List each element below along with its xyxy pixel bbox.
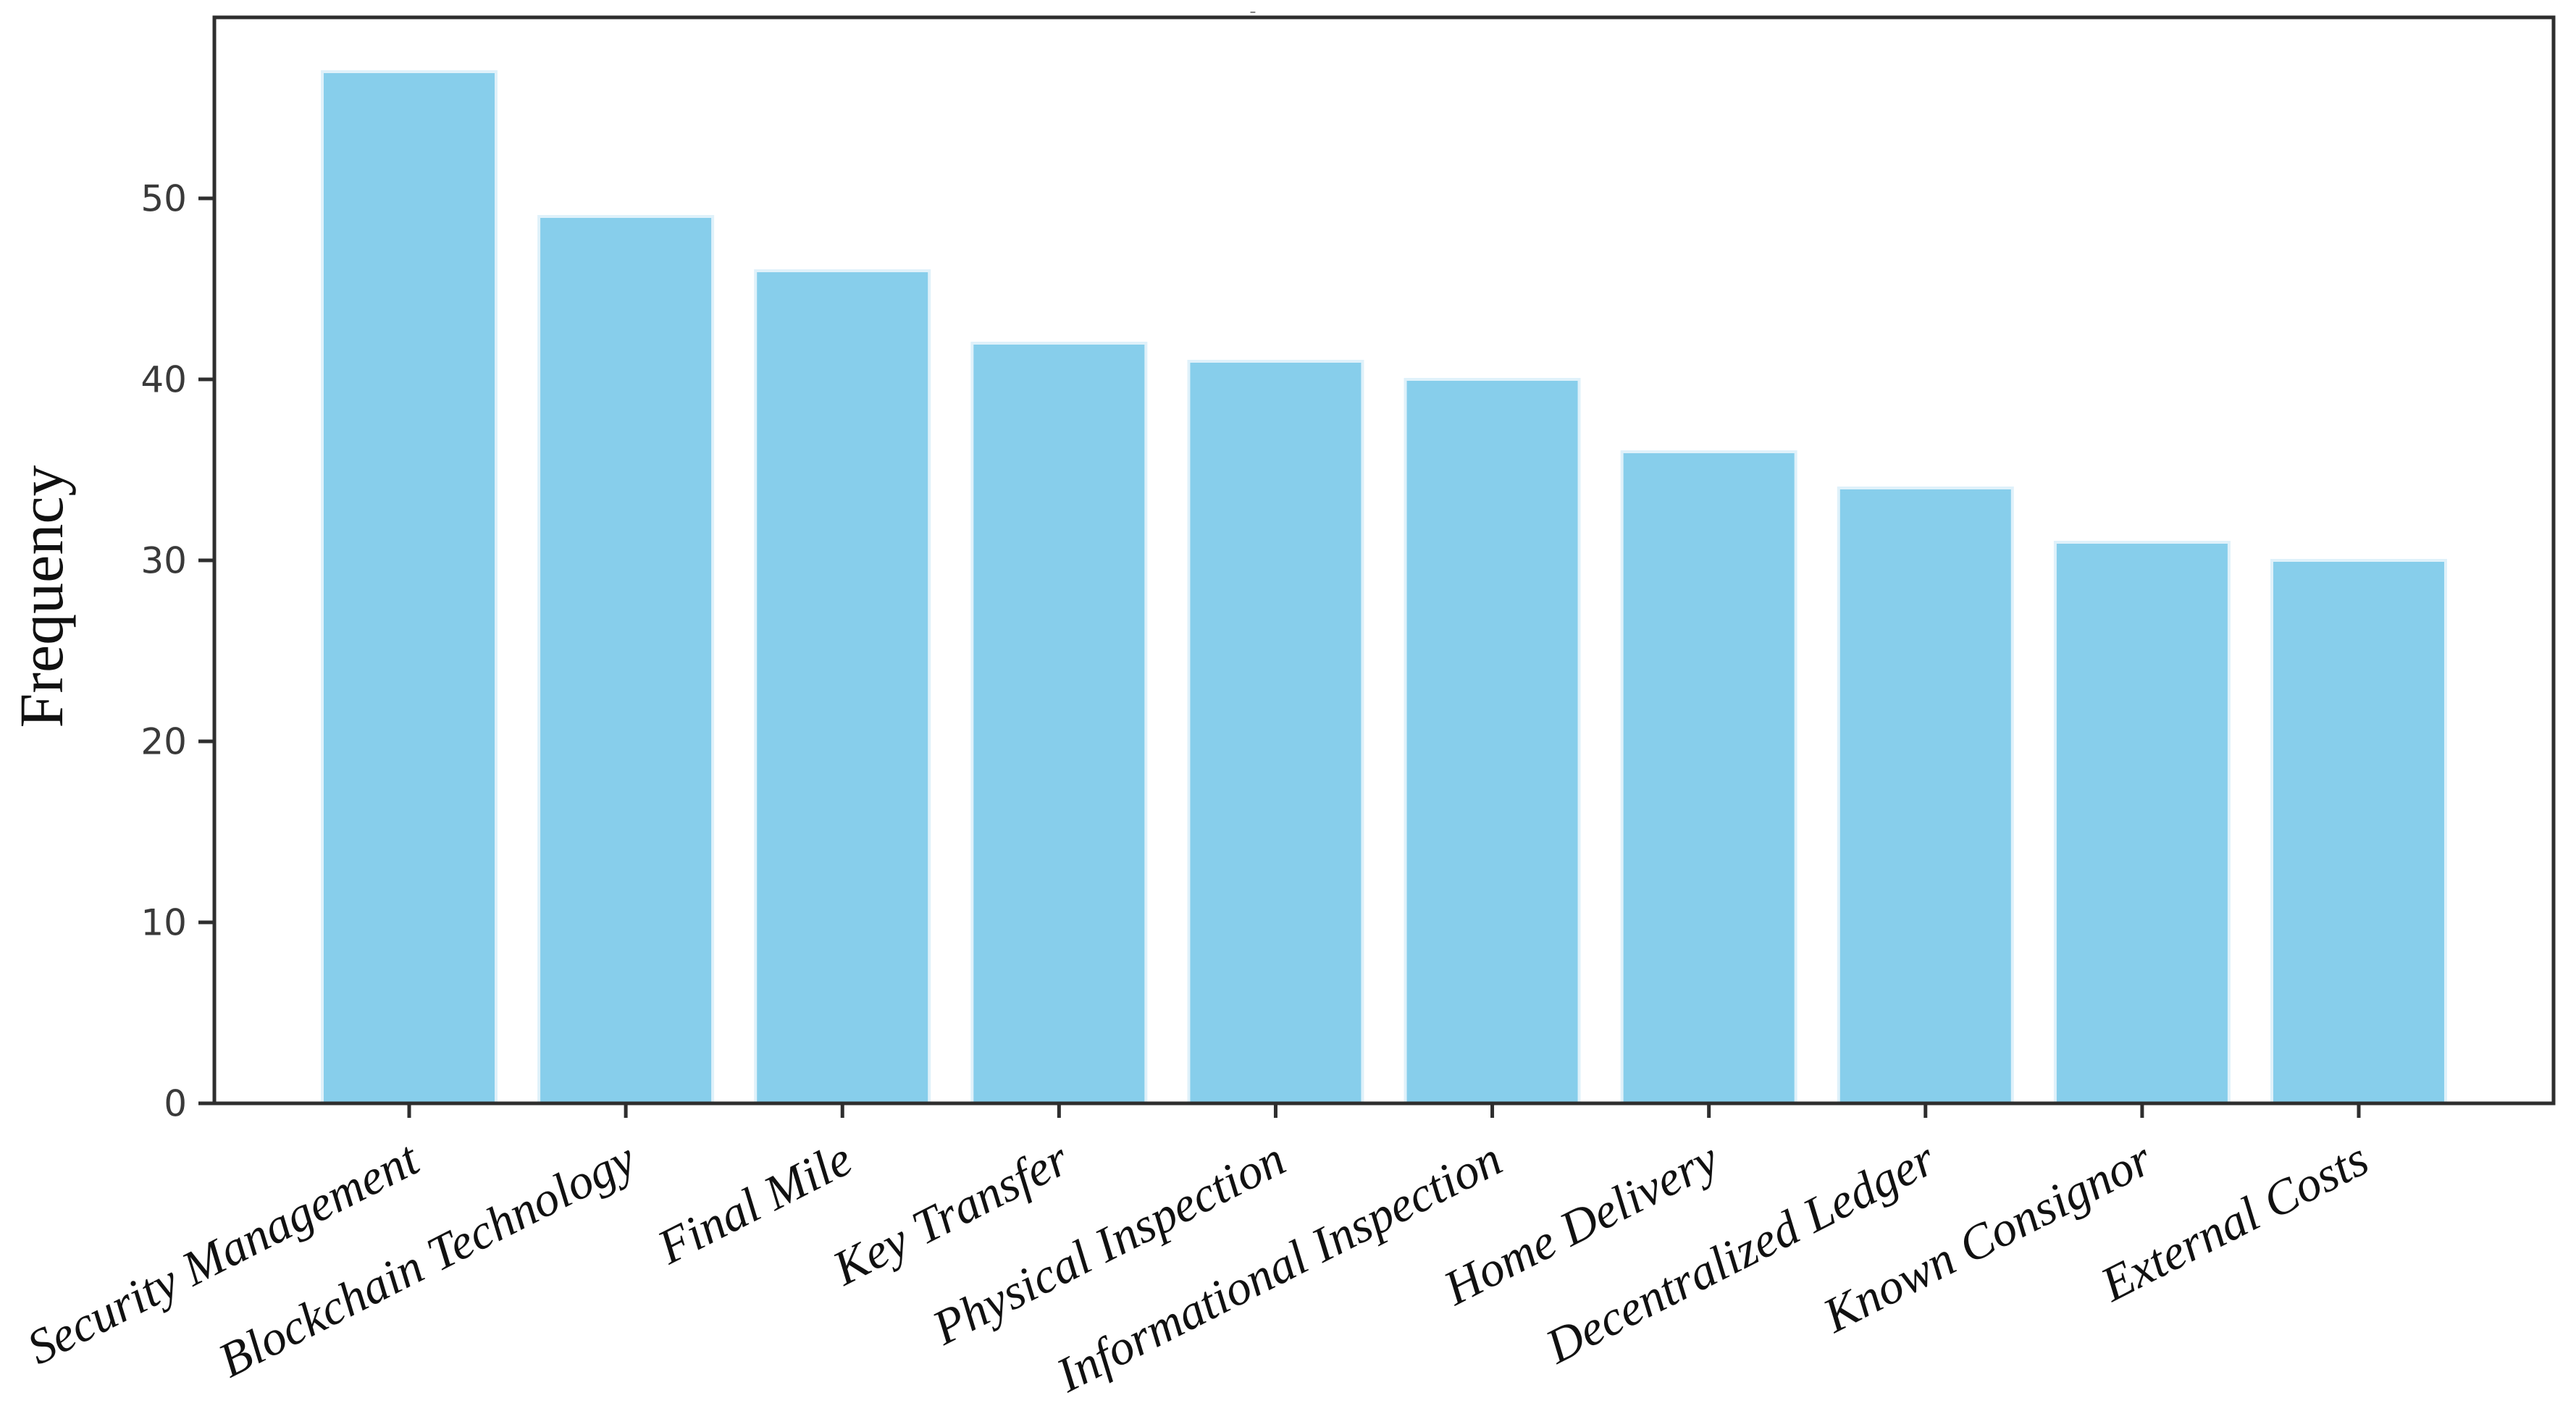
y-axis-label: Frequency (7, 466, 76, 728)
bar-physical-inspection (1187, 360, 1364, 1105)
bar-informational-inspection (1404, 378, 1581, 1105)
y-tick-label: 0 (164, 1083, 187, 1125)
bar-known-consignor (2053, 541, 2231, 1105)
bar-decentralized-ledger (1837, 487, 2014, 1105)
bar-blockchain-technology (537, 215, 715, 1105)
y-tick-label: 30 (140, 540, 187, 582)
y-tick-label: 40 (140, 359, 187, 401)
bar-external-costs (2270, 559, 2447, 1105)
bar-security-management (321, 70, 498, 1105)
y-tick-label: 10 (140, 902, 187, 944)
chart-title-mark: - (1249, 1, 1256, 22)
bar-home-delivery (1620, 450, 1797, 1105)
y-tick-label: 20 (140, 721, 187, 763)
bar-key-transfer (970, 342, 1148, 1105)
y-tick-label: 50 (140, 178, 187, 220)
bar-final-mile (754, 269, 931, 1105)
